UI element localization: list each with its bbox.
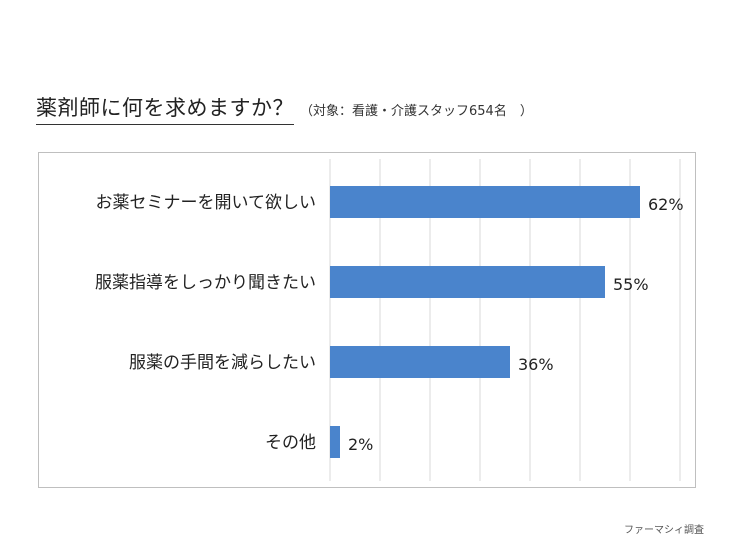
value-label: 36%: [518, 355, 554, 374]
title-area: 薬剤師に何を求めますか？ （対象：看護・介護スタッフ654名 ）: [36, 92, 533, 125]
bar: [330, 346, 510, 378]
bar: [330, 266, 605, 298]
bar-chart: お薬セミナーを開いて欲しい 62% 服薬指導をしっかり聞きたい 55% 服薬の手間を減ら…: [95, 159, 684, 481]
chart-subtitle: （対象：看護・介護スタッフ654名 ）: [300, 104, 533, 119]
bar: [330, 186, 640, 218]
value-label: 55%: [613, 275, 649, 294]
chart-title: 薬剤師に何を求めますか？: [36, 92, 294, 125]
chart-frame: お薬セミナーを開いて欲しい 62% 服薬指導をしっかり聞きたい 55% 服薬の手間を減ら…: [38, 152, 696, 488]
bar: [330, 426, 340, 458]
category-label: 服薬指導をしっかり聞きたい: [95, 273, 316, 293]
source-credit: ファーマシィ調査: [624, 525, 704, 536]
category-label: お薬セミナーを開いて欲しい: [96, 193, 317, 213]
category-label: その他: [265, 433, 316, 453]
value-label: 2%: [348, 435, 373, 454]
category-label: 服薬の手間を減らしたい: [129, 353, 316, 373]
value-label: 62%: [648, 195, 684, 214]
